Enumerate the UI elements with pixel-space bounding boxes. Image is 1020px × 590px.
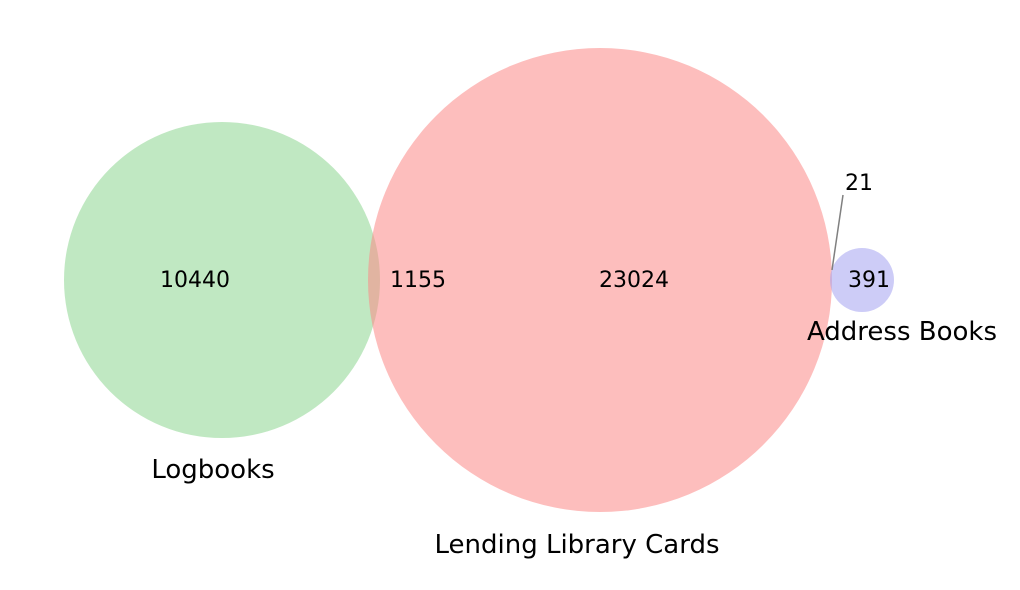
label-lending: Lending Library Cards	[434, 530, 719, 560]
count-addressbooks_only: 391	[848, 268, 890, 293]
label-addressbooks: Address Books	[807, 317, 997, 347]
count-logbooks_and_lending: 1155	[390, 268, 446, 293]
count-logbooks_only: 10440	[160, 268, 230, 293]
label-logbooks: Logbooks	[151, 455, 274, 485]
count-lending_and_address: 21	[845, 171, 873, 196]
count-lending_only: 23024	[599, 268, 669, 293]
